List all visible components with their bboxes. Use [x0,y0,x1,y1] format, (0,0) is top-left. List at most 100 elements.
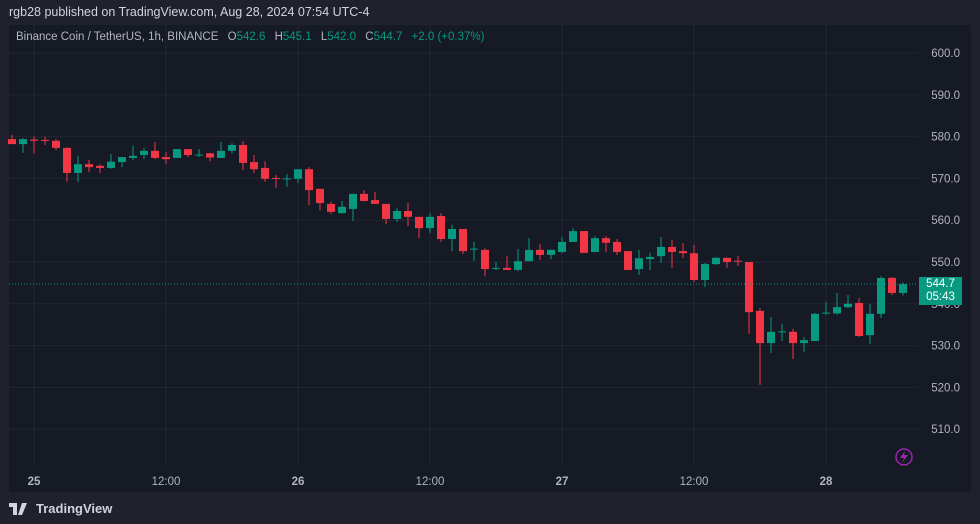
candle [470,241,478,261]
last-price-tag: 544.7 05:43 [919,277,962,305]
close-label: C [365,31,374,43]
candle-body [811,313,819,342]
candle [184,149,192,158]
candle-body [679,251,687,254]
candle [250,154,258,173]
candle [822,302,830,315]
candle [162,152,170,165]
candle-body [239,144,247,163]
y-tick-label: 510.0 [931,424,960,436]
candle [756,307,764,385]
candle-body [382,203,390,219]
candle [635,249,643,275]
published-caption: rgb28 published on TradingView.com, Aug … [9,5,370,19]
low-label: L [320,31,328,43]
candle [239,141,247,171]
candle-body [734,260,742,262]
candle [206,152,214,162]
candle [888,277,896,296]
candle-body [481,249,489,270]
candle [778,323,786,342]
candle-body [162,157,170,160]
candle-body [657,246,665,257]
candle-body [316,188,324,204]
candle-body [437,216,445,240]
y-tick-label: 560.0 [931,215,960,227]
y-tick-label: 550.0 [931,257,960,269]
candle-body [701,264,709,280]
candle-body [470,248,478,250]
candle-body [217,150,225,158]
candle-body [30,139,38,141]
candle [393,208,401,222]
candle [514,249,522,272]
candle [481,248,489,277]
x-tick-label: 27 [556,476,569,488]
candle [404,203,412,227]
candle [690,244,698,283]
high-value: 545.1 [282,31,312,43]
candle [767,317,775,354]
candle [789,328,797,359]
candle-body [855,302,863,336]
candle-body [140,150,148,155]
candle-body [690,253,698,280]
candle-body [19,139,27,145]
candle-body [404,211,412,217]
tradingview-logo-icon [9,502,27,515]
lightning-icon-bolt [900,451,908,463]
candle-body [327,203,335,212]
tradingview-brand[interactable]: TradingView [9,501,112,516]
lightning-icon [895,448,913,466]
candle [217,142,225,158]
candle-body [206,153,214,158]
candle [305,167,313,206]
candle-body [558,241,566,252]
candle [668,239,676,268]
candle [294,169,302,183]
open-label: O [227,31,237,43]
candle-body [184,149,192,155]
candle [679,243,687,258]
candle-body [591,238,599,252]
chart-panel [9,25,971,492]
candle [151,142,159,160]
candle [415,216,423,239]
candle [74,155,82,182]
candle-body [393,211,401,219]
candle-body [151,150,159,158]
candle [811,312,819,342]
x-tick-label: 25 [28,476,41,488]
candle-body [503,267,511,270]
candle-body [547,249,555,255]
y-tick-label: 590.0 [931,90,960,102]
candle-body [195,154,203,156]
candle-body [844,303,852,308]
candle [96,164,104,173]
change-value: +2.0 (+0.37%) [411,31,485,43]
candle-body [492,267,500,269]
symbol-name[interactable]: Binance Coin / TetherUS, 1h, BINANCE [16,31,219,43]
ohlc-legend: Binance Coin / TetherUS, 1h, BINANCE O 54… [16,31,484,43]
candle-body [767,331,775,344]
candle [426,213,434,234]
candle [569,228,577,242]
candle-body [250,162,258,170]
candle [646,252,654,270]
candle-body [756,310,764,344]
candle [19,138,27,153]
x-tick-label: 12:00 [680,476,709,488]
candle-body [723,257,731,262]
candle [492,262,500,270]
candle-body [371,200,379,204]
candle [316,188,324,211]
candle [371,192,379,204]
x-tick-label: 26 [292,476,305,488]
candle-body [877,277,885,314]
candle-body [514,261,522,270]
candle-body [74,164,82,173]
candle-body [426,216,434,229]
candle-body [613,241,621,252]
candle [338,200,346,214]
